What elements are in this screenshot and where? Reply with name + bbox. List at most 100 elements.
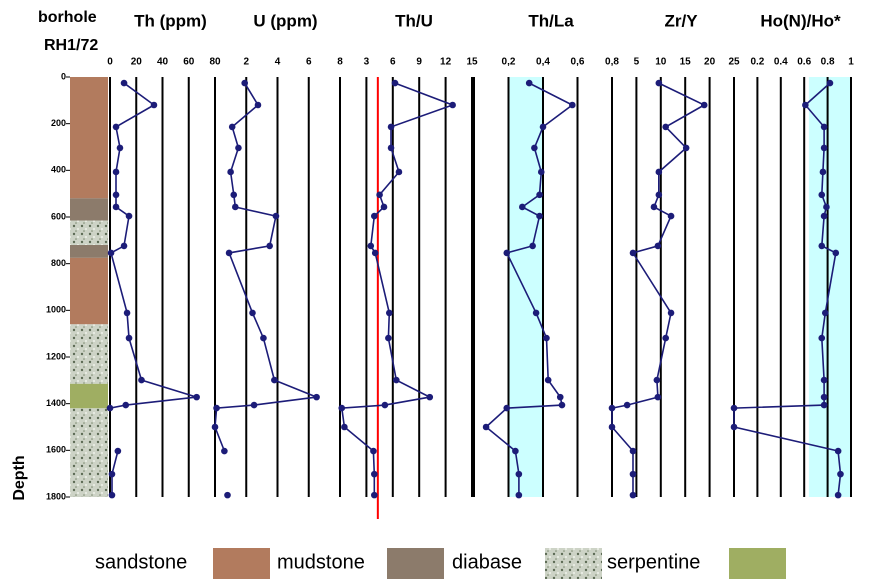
data-point bbox=[449, 101, 456, 109]
x-tick-label: 0,6 bbox=[571, 57, 585, 68]
x-tick-label: 4 bbox=[275, 57, 281, 68]
data-point bbox=[818, 334, 826, 342]
data-point bbox=[228, 123, 236, 131]
depth-tick-label: 1200 bbox=[46, 351, 66, 361]
data-point bbox=[213, 404, 220, 412]
data-point bbox=[834, 491, 842, 499]
x-tick-label: 0 bbox=[107, 57, 113, 68]
legend-label: serpentine bbox=[607, 551, 700, 573]
depth-tick-label: 200 bbox=[51, 118, 66, 128]
x-tick-label: 10 bbox=[655, 57, 667, 68]
data-point bbox=[629, 491, 637, 499]
x-tick-label: 20 bbox=[704, 57, 716, 68]
depth-label: Depth bbox=[11, 455, 28, 500]
data-point bbox=[112, 191, 120, 199]
depth-tick-label: 1600 bbox=[46, 445, 66, 455]
data-point bbox=[662, 334, 669, 342]
data-point bbox=[249, 309, 256, 317]
data-point bbox=[608, 404, 616, 412]
data-point bbox=[112, 123, 120, 131]
data-point bbox=[569, 101, 576, 109]
data-point bbox=[650, 203, 658, 211]
data-point bbox=[667, 309, 675, 317]
data-point bbox=[266, 242, 273, 250]
data-point bbox=[544, 376, 552, 384]
x-tick-label: 3 bbox=[364, 57, 370, 68]
panel-title: U (ppm) bbox=[253, 11, 317, 30]
x-tick-label: 15 bbox=[466, 57, 478, 68]
legend-swatch bbox=[729, 548, 786, 579]
depth-tick-label: 1800 bbox=[46, 491, 66, 501]
data-point bbox=[313, 393, 320, 401]
lithology-layer bbox=[70, 324, 108, 384]
data-point bbox=[536, 191, 543, 199]
data-point bbox=[125, 212, 133, 220]
x-tick-label: 2 bbox=[243, 57, 249, 68]
data-point bbox=[515, 470, 523, 478]
panel-title: Th/U bbox=[395, 11, 433, 30]
depth-tick-label: 800 bbox=[51, 258, 66, 268]
data-point bbox=[230, 191, 238, 199]
data-point bbox=[826, 79, 834, 87]
data-point bbox=[241, 79, 248, 87]
data-point bbox=[558, 401, 566, 409]
x-tick-label: 5 bbox=[634, 57, 640, 68]
data-point bbox=[193, 393, 200, 401]
data-point bbox=[519, 203, 526, 211]
data-point bbox=[254, 101, 262, 109]
data-point bbox=[371, 249, 379, 257]
x-tick-label: 25 bbox=[728, 57, 740, 68]
x-tick-label: 0.8 bbox=[821, 57, 835, 68]
data-point bbox=[123, 309, 131, 317]
legend-swatch bbox=[213, 548, 270, 579]
x-tick-label: 20 bbox=[131, 57, 143, 68]
data-point bbox=[338, 404, 346, 412]
data-point bbox=[730, 423, 738, 431]
x-tick-label: 0,8 bbox=[605, 57, 619, 68]
data-point bbox=[820, 212, 828, 220]
data-point bbox=[482, 423, 490, 431]
legend-swatch bbox=[545, 548, 602, 579]
data-point bbox=[529, 242, 536, 250]
data-point bbox=[114, 447, 122, 455]
data-point bbox=[623, 401, 631, 409]
data-point bbox=[138, 376, 145, 384]
x-tick-label: 0,2 bbox=[502, 57, 516, 68]
data-point bbox=[818, 191, 826, 199]
data-point bbox=[662, 123, 669, 131]
profile-line bbox=[611, 82, 706, 496]
data-point bbox=[387, 123, 395, 131]
data-point bbox=[539, 123, 547, 131]
data-point bbox=[525, 79, 533, 87]
data-point bbox=[106, 404, 114, 412]
data-point bbox=[802, 101, 809, 109]
data-point bbox=[370, 447, 377, 455]
data-point bbox=[112, 203, 120, 211]
x-tick-label: 15 bbox=[680, 57, 692, 68]
data-point bbox=[536, 212, 543, 220]
data-point bbox=[393, 376, 400, 384]
data-point bbox=[371, 212, 378, 220]
profile-line bbox=[340, 82, 455, 496]
x-tick-label: 6 bbox=[306, 57, 312, 68]
x-tick-label: 0.6 bbox=[797, 57, 811, 68]
data-point bbox=[667, 212, 675, 220]
legend-swatch bbox=[387, 548, 444, 579]
data-point bbox=[116, 144, 124, 152]
data-point bbox=[224, 491, 231, 499]
data-point bbox=[387, 144, 395, 152]
data-point bbox=[820, 144, 828, 152]
data-point bbox=[235, 144, 242, 152]
data-point bbox=[820, 393, 828, 401]
data-point bbox=[629, 470, 637, 478]
x-tick-label: 6 bbox=[390, 57, 396, 68]
data-point bbox=[655, 79, 663, 87]
data-point bbox=[730, 404, 738, 412]
data-point bbox=[503, 404, 511, 412]
x-tick-label: 60 bbox=[183, 57, 195, 68]
data-point bbox=[381, 401, 389, 409]
depth-tick-label: 400 bbox=[51, 165, 66, 175]
panel-title: Ho(N)/Ho* bbox=[760, 11, 841, 30]
data-point bbox=[532, 309, 540, 317]
data-point bbox=[654, 393, 662, 401]
